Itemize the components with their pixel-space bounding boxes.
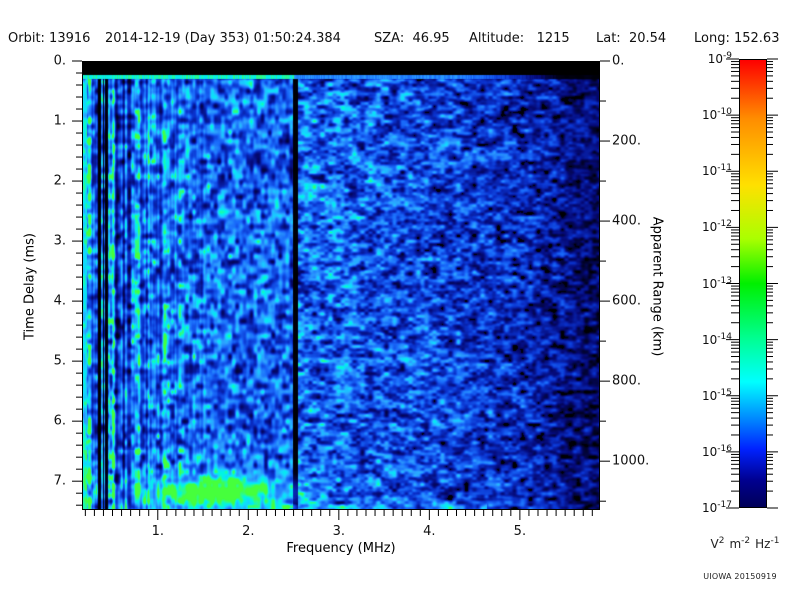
units-part: 2 — [718, 536, 725, 546]
y-left-tick-label: 0. — [53, 53, 66, 69]
colorbar-tick-label: 10-13 — [702, 275, 732, 291]
x-tick-label: 2. — [242, 524, 255, 539]
orbit-field: Orbit: 13916 — [8, 31, 91, 46]
y-left-tick-label: 2. — [53, 173, 66, 189]
y-right-tick-label: 0. — [612, 53, 625, 69]
altitude-field: Altitude: 1215 — [469, 31, 570, 46]
colorbar-tick-label: 10-16 — [702, 443, 732, 459]
colorbar-tick-label: 10-12 — [702, 219, 732, 235]
y-left-tick-label: 1. — [53, 113, 66, 129]
x-tick-label: 1. — [151, 524, 164, 539]
units-part: Hz — [755, 537, 771, 551]
colorbar-tick-label: 10-14 — [702, 331, 732, 347]
y-right-tick-label: 800. — [612, 373, 641, 389]
colorbar-tick-label: 10-10 — [702, 107, 732, 123]
colorbar-tick-label: 10-9 — [707, 51, 732, 67]
y-right-tick-label: 200. — [612, 133, 641, 149]
x-axis-title: Frequency (MHz) — [286, 541, 396, 556]
long-field: Long: 152.63 — [694, 31, 780, 46]
x-tick-label: 4. — [423, 524, 436, 539]
y-left-tick-label: 6. — [53, 413, 66, 429]
lat-field: Lat: 20.54 — [596, 31, 667, 46]
colorbar-gradient — [739, 59, 767, 508]
y-left-tick-label: 4. — [53, 293, 66, 309]
units-part: m — [729, 537, 742, 551]
header-bar: Orbit: 13916 2014-12-19 (Day 353) 01:50:… — [0, 31, 800, 49]
credit-text: UIOWA 20150919 — [703, 572, 777, 581]
colorbar-units: V2 m-2 Hz-1 — [690, 536, 800, 552]
y-right-axis-title: Apparent Range (km) — [649, 216, 665, 357]
y-left-tick-label: 7. — [53, 473, 66, 489]
colorbar-tick-label: 10-15 — [702, 387, 732, 403]
y-left-tick-label: 5. — [53, 353, 66, 369]
y-right-tick-label: 1000. — [612, 453, 650, 469]
y-right-tick-label: 400. — [612, 213, 641, 229]
colorbar-tick-label: 10-11 — [702, 163, 732, 179]
x-tick-label: 3. — [332, 524, 346, 539]
sza-field: SZA: 46.95 — [374, 31, 450, 46]
colorbar-tick-label: 10-17 — [702, 500, 732, 516]
x-tick-label: 5. — [513, 524, 527, 539]
units-part: -2 — [741, 536, 751, 546]
units-part: -1 — [770, 536, 780, 546]
datetime-field: 2014-12-19 (Day 353) 01:50:24.384 — [105, 31, 341, 46]
y-right-tick-label: 600. — [612, 293, 641, 309]
spectrogram-heatmap — [82, 61, 600, 510]
y-left-tick-label: 3. — [53, 233, 66, 249]
units-part: V — [710, 537, 719, 551]
